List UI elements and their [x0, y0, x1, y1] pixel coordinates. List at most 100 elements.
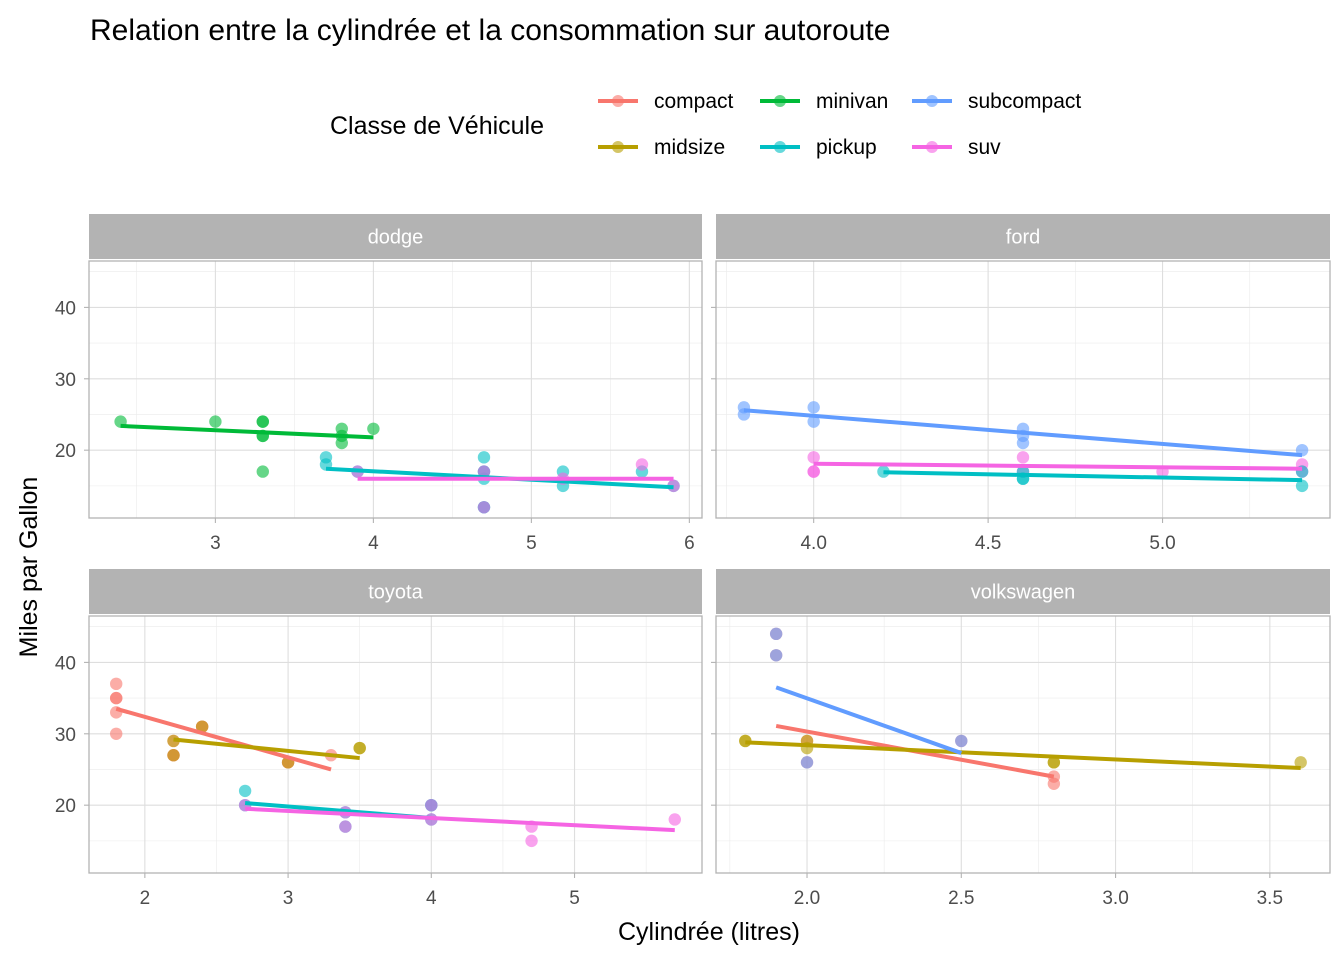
panel-volkswagen: volkswagen 2.0 2.5 3.0 3.5	[711, 569, 1331, 909]
y-tick-label: 20	[55, 441, 76, 462]
facet-strip	[716, 214, 1330, 259]
series-midsize-points	[167, 720, 366, 769]
data-point	[807, 415, 820, 428]
legend-key-point	[612, 95, 624, 107]
data-point	[335, 436, 348, 450]
facet-label: volkswagen	[971, 582, 1076, 604]
legend-key-point	[926, 141, 938, 153]
x-tick-label: 3.5	[1257, 888, 1283, 909]
facet-label: ford	[1006, 227, 1040, 249]
facet-strip	[89, 569, 702, 614]
fit-line-midsize	[745, 740, 1301, 771]
legend-item-minivan: minivan	[760, 90, 888, 113]
data-point	[877, 465, 890, 478]
data-point	[807, 451, 820, 464]
data-point	[807, 401, 820, 414]
legend-label: compact	[654, 90, 734, 113]
series-subcompact-points	[737, 401, 1309, 457]
data-point	[800, 756, 814, 769]
x-tick-label: 4.0	[800, 533, 826, 554]
data-point	[525, 834, 538, 848]
legend-label: minivan	[816, 90, 888, 113]
data-point	[353, 741, 366, 755]
x-tick-label: 5	[569, 888, 580, 909]
legend-item-suv: suv	[912, 136, 1001, 159]
data-point	[335, 422, 348, 435]
data-point	[167, 749, 180, 762]
legend-item-subcompact: subcompact	[912, 90, 1081, 113]
x-tick-label: 3	[210, 533, 221, 554]
data-point	[477, 501, 491, 514]
series-compact-points	[769, 627, 1061, 790]
facet-label: toyota	[368, 582, 423, 604]
legend-key-point	[774, 95, 786, 107]
data-point	[110, 691, 123, 705]
gridlines	[89, 616, 702, 873]
y-axis-title: Miles par Gallon	[15, 477, 43, 658]
data-point	[256, 415, 269, 428]
x-tick-label: 3.0	[1102, 888, 1128, 909]
data-point	[1294, 756, 1307, 769]
x-tick-label: 4	[426, 888, 437, 909]
facet-label: dodge	[368, 227, 424, 249]
panel-toyota: toyota 2 3 4 5 20 30 40	[55, 569, 703, 909]
data-point	[1016, 451, 1030, 464]
fit-line-subcompact	[743, 408, 1303, 458]
data-point	[238, 784, 252, 798]
data-point	[367, 422, 380, 435]
data-point	[1016, 436, 1030, 450]
legend-item-pickup: pickup	[760, 136, 877, 159]
x-tick-label: 2.5	[948, 888, 974, 909]
series-compact-points	[110, 677, 338, 769]
data-point	[110, 727, 123, 740]
data-point	[477, 465, 491, 478]
data-point	[668, 813, 681, 826]
y-tick-label: 30	[55, 725, 76, 746]
x-tick-label: 4.5	[975, 533, 1001, 554]
facet-panels: dodge 3 4 5 6 20 30 40 ford 4.0 4.5 5.0 toyota 2 3 4 5 20…	[55, 214, 1331, 909]
fit-line-suv	[813, 461, 1303, 471]
legend: compact midsize minivan pickup subcompact suv	[598, 90, 1081, 159]
legend-label: pickup	[816, 136, 877, 159]
data-point	[1047, 777, 1061, 790]
data-point	[256, 465, 269, 478]
data-point	[635, 458, 649, 471]
legend-label: midsize	[654, 136, 725, 159]
fit-line-suv	[245, 806, 675, 833]
fit-line-subcompact	[775, 685, 962, 755]
fit-line-minivan	[120, 423, 374, 440]
panel-dodge: dodge 3 4 5 6 20 30 40	[55, 214, 703, 554]
panel-ford: ford 4.0 4.5 5.0	[711, 214, 1331, 554]
y-tick-label: 40	[55, 298, 76, 319]
y-tick-label: 40	[55, 653, 76, 674]
panel-border	[88, 615, 703, 874]
series-midsize-points	[739, 734, 1307, 769]
y-tick-label: 30	[55, 370, 76, 391]
data-point	[477, 451, 491, 464]
legend-title: Classe de Véhicule	[330, 112, 544, 140]
panel-border	[88, 260, 703, 519]
data-point	[425, 798, 438, 812]
legend-item-compact: compact	[598, 90, 734, 113]
data-point	[955, 734, 968, 748]
gridlines	[89, 261, 702, 518]
x-tick-label: 2.0	[794, 888, 820, 909]
data-point	[1295, 479, 1309, 493]
panel-border	[715, 615, 1331, 874]
legend-key-point	[774, 141, 786, 153]
x-tick-label: 2	[140, 888, 151, 909]
data-point	[209, 415, 222, 428]
data-point	[339, 820, 352, 833]
data-point	[769, 627, 783, 641]
series-subcompact-points	[769, 627, 968, 769]
data-point	[1047, 756, 1061, 769]
fit-line-compact	[115, 706, 332, 772]
fit-line-midsize	[173, 737, 360, 761]
panel-border	[715, 260, 1331, 519]
data-point	[769, 649, 783, 662]
facet-strip	[89, 214, 702, 259]
fit-line-pickup	[883, 470, 1303, 483]
legend-key-point	[926, 95, 938, 107]
legend-label: subcompact	[968, 90, 1081, 113]
